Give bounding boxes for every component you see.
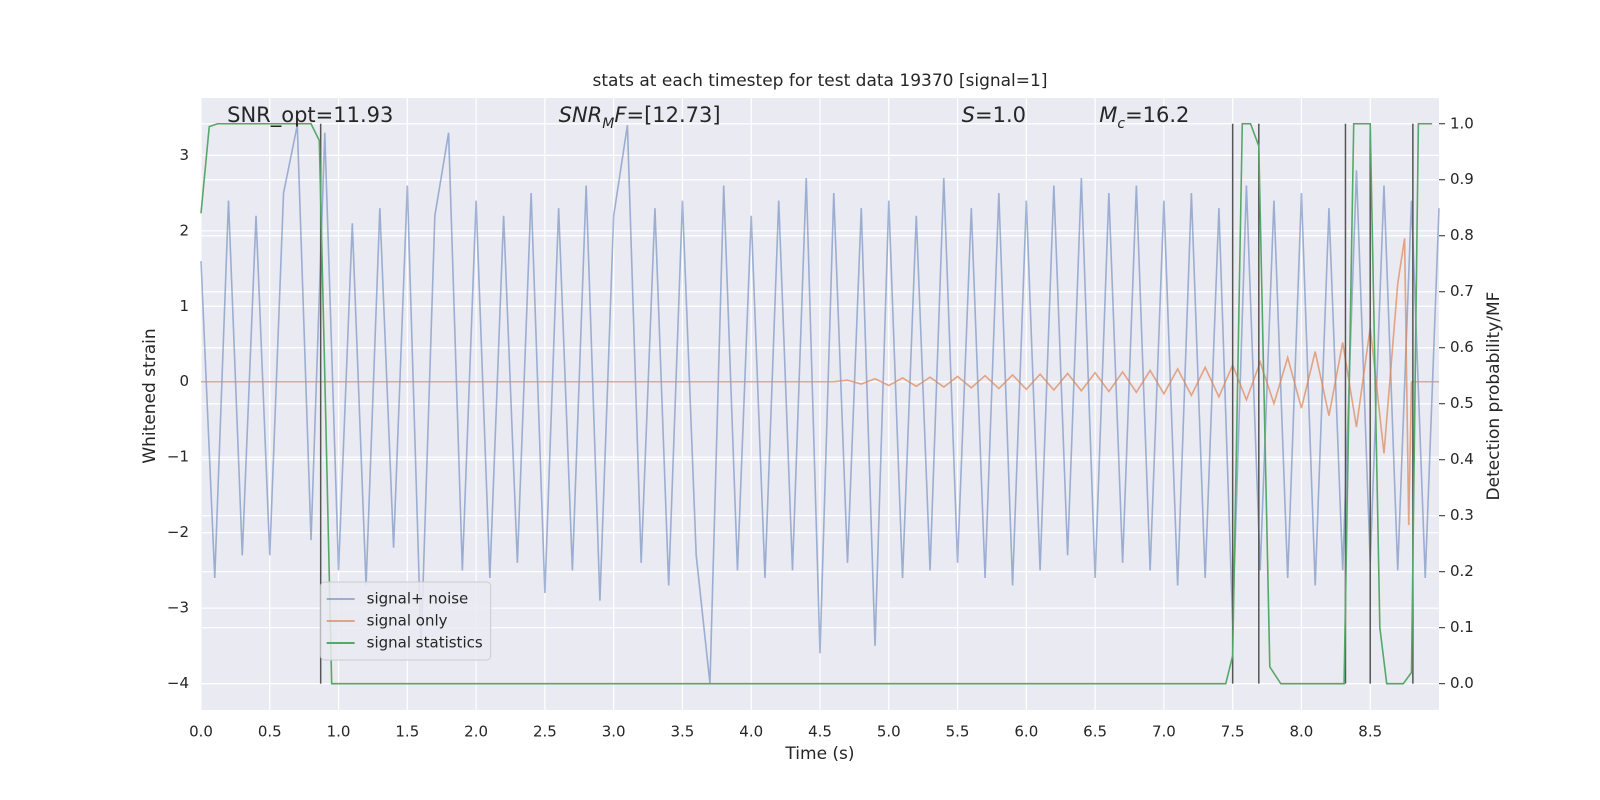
y2-tick-label: 0.8 xyxy=(1450,226,1474,244)
series-line xyxy=(200,122,1433,685)
legend: signal+ noise signal only signal statistic… xyxy=(320,581,492,661)
x-tick-label: 5.5 xyxy=(946,723,970,741)
x-tick-label: 6.0 xyxy=(1014,723,1038,741)
y-tick-label: 1 xyxy=(179,297,189,315)
x-tick-label: 7.5 xyxy=(1221,723,1245,741)
x-tick-label: 8.5 xyxy=(1358,723,1382,741)
annotation-part: =16.2 xyxy=(1125,103,1189,127)
legend-label: signal statistics xyxy=(367,634,483,652)
y-tick-label: 2 xyxy=(179,221,189,239)
y2-tick-label: 0.7 xyxy=(1450,282,1474,300)
x-axis-label: Time (s) xyxy=(784,744,854,764)
y-tick-label: −4 xyxy=(167,674,189,692)
x-tick-label: 0.0 xyxy=(189,723,213,741)
y2-tick-label: 0.6 xyxy=(1450,338,1474,356)
y2-tick-label: 0.1 xyxy=(1450,618,1474,636)
legend-label: signal only xyxy=(367,612,448,630)
x-tick-label: 4.5 xyxy=(808,723,832,741)
annotation-part: F xyxy=(614,103,627,127)
x-tick-label: 2.5 xyxy=(533,723,557,741)
y-tick-label: 3 xyxy=(179,146,189,164)
y-tick-label: −2 xyxy=(167,523,189,541)
annotation-part: SNR xyxy=(559,103,603,127)
annotation: Mc=16.2 xyxy=(1099,103,1189,132)
annotation-part: =[12.73] xyxy=(626,103,720,127)
annotation-part: M xyxy=(1099,103,1117,127)
x-tick-label: 8.0 xyxy=(1290,723,1314,741)
annotation: SNR_opt=11.93 xyxy=(227,103,393,128)
x-tick-label: 3.0 xyxy=(602,723,626,741)
x-tick-label: 6.5 xyxy=(1083,723,1107,741)
annotation: SNRMF=[12.73] xyxy=(559,103,721,132)
x-tick-label: 4.0 xyxy=(739,723,763,741)
annotation-part: =1.0 xyxy=(975,103,1026,127)
y2-tick-label: 1.0 xyxy=(1450,114,1474,132)
chart-title: stats at each timestep for test data 193… xyxy=(593,71,1048,91)
x-tick-label: 1.5 xyxy=(395,723,419,741)
legend-box xyxy=(320,581,492,661)
y-tick-label: −3 xyxy=(167,599,189,617)
legend-label: signal+ noise xyxy=(367,590,469,608)
y2-tick-label: 0.3 xyxy=(1450,506,1474,524)
y-tick-label: 0 xyxy=(179,372,189,390)
x-tick-label: 7.0 xyxy=(1152,723,1176,741)
y2-tick-label: 0.4 xyxy=(1450,450,1474,468)
annotation-part: SNR_opt=11.93 xyxy=(227,103,393,128)
y-tick-label: −1 xyxy=(167,448,189,466)
annotation-part: M xyxy=(602,116,614,132)
x-tick-label: 5.0 xyxy=(877,723,901,741)
y2-tick-label: 0.5 xyxy=(1450,394,1474,412)
series-line xyxy=(201,238,1439,526)
y2-tick-label: 0.9 xyxy=(1450,170,1474,188)
annotation: S=1.0 xyxy=(962,103,1026,127)
x-tick-label: 2.0 xyxy=(464,723,488,741)
x-tick-label: 3.5 xyxy=(671,723,695,741)
y2-tick-label: 0.0 xyxy=(1450,674,1474,692)
annotation-part: S xyxy=(962,103,975,127)
annotation-part: c xyxy=(1117,116,1125,132)
y2-tick-label: 0.2 xyxy=(1450,562,1474,580)
y-axis-label: Whitened strain xyxy=(140,328,160,463)
y2-axis-label: Detection probability/MF xyxy=(1484,292,1504,501)
x-tick-label: 0.5 xyxy=(258,723,282,741)
x-tick-label: 1.0 xyxy=(327,723,351,741)
